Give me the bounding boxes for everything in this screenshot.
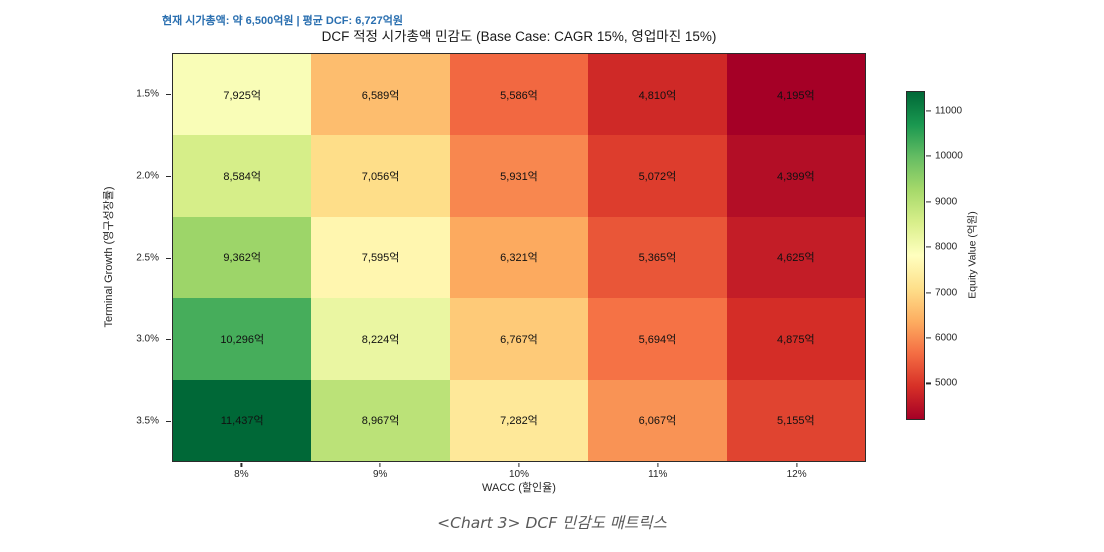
cell-value-label: 5,155억 — [776, 415, 815, 428]
x-tick-mark — [657, 463, 659, 467]
cell-value-label: 4,875억 — [776, 333, 815, 346]
heatmap-cell-3.0%-9%: 8,224억 — [311, 298, 450, 380]
x-axis-title: WACC (할인율) — [482, 482, 556, 494]
heatmap-cell-1.5%-11%: 4,810억 — [588, 54, 727, 136]
colorbar-title: Equity Value (억원) — [966, 211, 979, 299]
x-tick-label: 8% — [234, 469, 249, 480]
cell-value-label: 10,296억 — [220, 333, 265, 346]
chart-caption: <Chart 3> DCF 민감도 매트릭스 — [437, 514, 667, 532]
heatmap-cell-2.0%-10%: 5,931억 — [449, 135, 589, 217]
cell-value-label: 5,072억 — [638, 171, 677, 184]
colorbar-tick-mark — [926, 382, 931, 385]
heatmap-cell-2.0%-9%: 7,056억 — [311, 135, 450, 217]
cell-value-label: 4,195억 — [776, 89, 815, 102]
y-tick-label: 1.5% — [136, 88, 159, 100]
annotation-current-market-cap: 현재 시가총액: 약 6,500억원 | 평균 DCF: 6,727억원 — [162, 15, 404, 27]
heatmap-cell-2.0%-11%: 5,072억 — [588, 135, 727, 217]
heatmap-cell-3.5%-11%: 6,067억 — [588, 379, 727, 461]
cell-value-label: 5,365억 — [638, 252, 677, 265]
colorbar-tick-label: 11000 — [935, 105, 963, 117]
y-tick-mark — [166, 339, 171, 341]
colorbar-tick-mark — [926, 110, 931, 112]
y-tick-mark — [166, 257, 171, 259]
cell-value-label: 9,362억 — [223, 252, 262, 265]
x-tick-mark — [240, 463, 242, 467]
y-tick-mark — [166, 175, 171, 177]
cell-value-label: 6,067억 — [638, 415, 677, 428]
colorbar-tick-label: 6000 — [935, 332, 958, 344]
heatmap-cell-3.5%-8%: 11,437억 — [173, 379, 312, 461]
colorbar-tick-label: 8000 — [935, 241, 958, 253]
colorbar-tick-label: 7000 — [935, 287, 958, 299]
cell-value-label: 7,056억 — [361, 171, 400, 184]
heatmap-cell-1.5%-12%: 4,195억 — [726, 54, 865, 136]
y-tick-label: 2.0% — [136, 170, 159, 182]
cell-value-label: 4,399억 — [776, 171, 815, 184]
heatmap-cell-2.5%-10%: 6,321억 — [449, 216, 589, 299]
colorbar-tick-mark — [926, 246, 931, 248]
x-tick-mark — [379, 463, 381, 467]
x-tick-mark — [796, 463, 798, 467]
heatmap-plot: 7,925억 6,589억 5,586억 4,810억 4,195억 8,584억 7,05… — [172, 53, 866, 462]
cell-value-label: 5,931억 — [500, 171, 538, 184]
cell-value-label: 4,625억 — [776, 252, 815, 265]
heatmap-cell-3.0%-11%: 5,694억 — [588, 298, 727, 380]
cell-value-label: 6,589억 — [361, 89, 400, 102]
chart-title: DCF 적정 시가총액 민감도 (Base Case: CAGR 15%, 영업… — [321, 29, 717, 44]
cell-value-label: 7,925억 — [223, 89, 262, 102]
heatmap-cell-1.5%-8%: 7,925억 — [173, 54, 312, 136]
heatmap-cell-3.5%-12%: 5,155억 — [726, 379, 865, 461]
y-tick-mark — [166, 93, 171, 96]
y-tick-label: 2.5% — [136, 252, 159, 263]
y-tick-mark — [166, 421, 171, 423]
cell-value-label: 7,595억 — [361, 252, 400, 265]
heatmap-cell-2.5%-9%: 7,595억 — [311, 216, 450, 299]
heatmap-cell-3.5%-10%: 7,282억 — [449, 379, 589, 461]
y-axis-ticks: 1.5% 2.0% 2.5% 3.0% 3.5% — [0, 53, 172, 462]
heatmap-cell-2.0%-8%: 8,584억 — [173, 135, 312, 217]
cell-value-label: 6,767억 — [500, 333, 538, 346]
colorbar-tick-mark — [926, 337, 931, 339]
colorbar-gradient — [907, 92, 924, 419]
colorbar-tick-mark — [926, 201, 931, 203]
x-tick-label: 9% — [372, 469, 388, 480]
cell-value-label: 11,437억 — [220, 415, 264, 428]
y-tick-label: 3.5% — [136, 415, 159, 427]
colorbar — [906, 91, 925, 420]
x-tick-mark — [518, 463, 520, 467]
colorbar-tick-mark — [926, 291, 931, 294]
heatmap-cell-2.5%-12%: 4,625억 — [726, 216, 865, 299]
cell-value-label: 5,694억 — [638, 333, 677, 346]
colorbar-tick-label: 5000 — [935, 377, 958, 389]
cell-value-label: 8,224억 — [361, 333, 400, 346]
colorbar-tick-label: 10000 — [935, 150, 963, 162]
heatmap-cell-3.0%-8%: 10,296억 — [173, 298, 312, 380]
x-tick-label: 12% — [786, 469, 807, 480]
cell-value-label: 8,584억 — [223, 171, 262, 184]
colorbar-tick-label: 9000 — [935, 196, 958, 208]
heatmap-cell-2.5%-11%: 5,365억 — [588, 216, 727, 299]
heatmap-cell-3.0%-12%: 4,875억 — [726, 298, 865, 380]
cell-value-label: 7,282억 — [500, 415, 538, 428]
x-axis-ticks: 8% 9% 10% 11% 12% — [172, 462, 866, 482]
heatmap-cell-1.5%-9%: 6,589억 — [311, 54, 450, 136]
colorbar-tick-mark — [926, 155, 931, 157]
heatmap-cell-2.0%-12%: 4,399억 — [726, 135, 865, 217]
cell-value-label: 4,810억 — [638, 89, 677, 102]
x-tick-label: 10% — [508, 469, 530, 480]
x-tick-label: 11% — [648, 469, 668, 480]
cell-value-label: 6,321억 — [500, 252, 538, 265]
heatmap-cell-2.5%-8%: 9,362억 — [173, 216, 312, 299]
cell-value-label: 8,967억 — [361, 415, 400, 428]
heatmap-cell-1.5%-10%: 5,586억 — [449, 54, 589, 136]
heatmap-cell-3.0%-10%: 6,767억 — [449, 298, 589, 380]
y-tick-label: 3.0% — [136, 333, 159, 345]
heatmap-cell-3.5%-9%: 8,967억 — [311, 379, 450, 461]
cell-value-label: 5,586억 — [500, 89, 538, 102]
colorbar-ticks: 5000 6000 7000 8000 9000 10000 11000 — [925, 91, 985, 420]
